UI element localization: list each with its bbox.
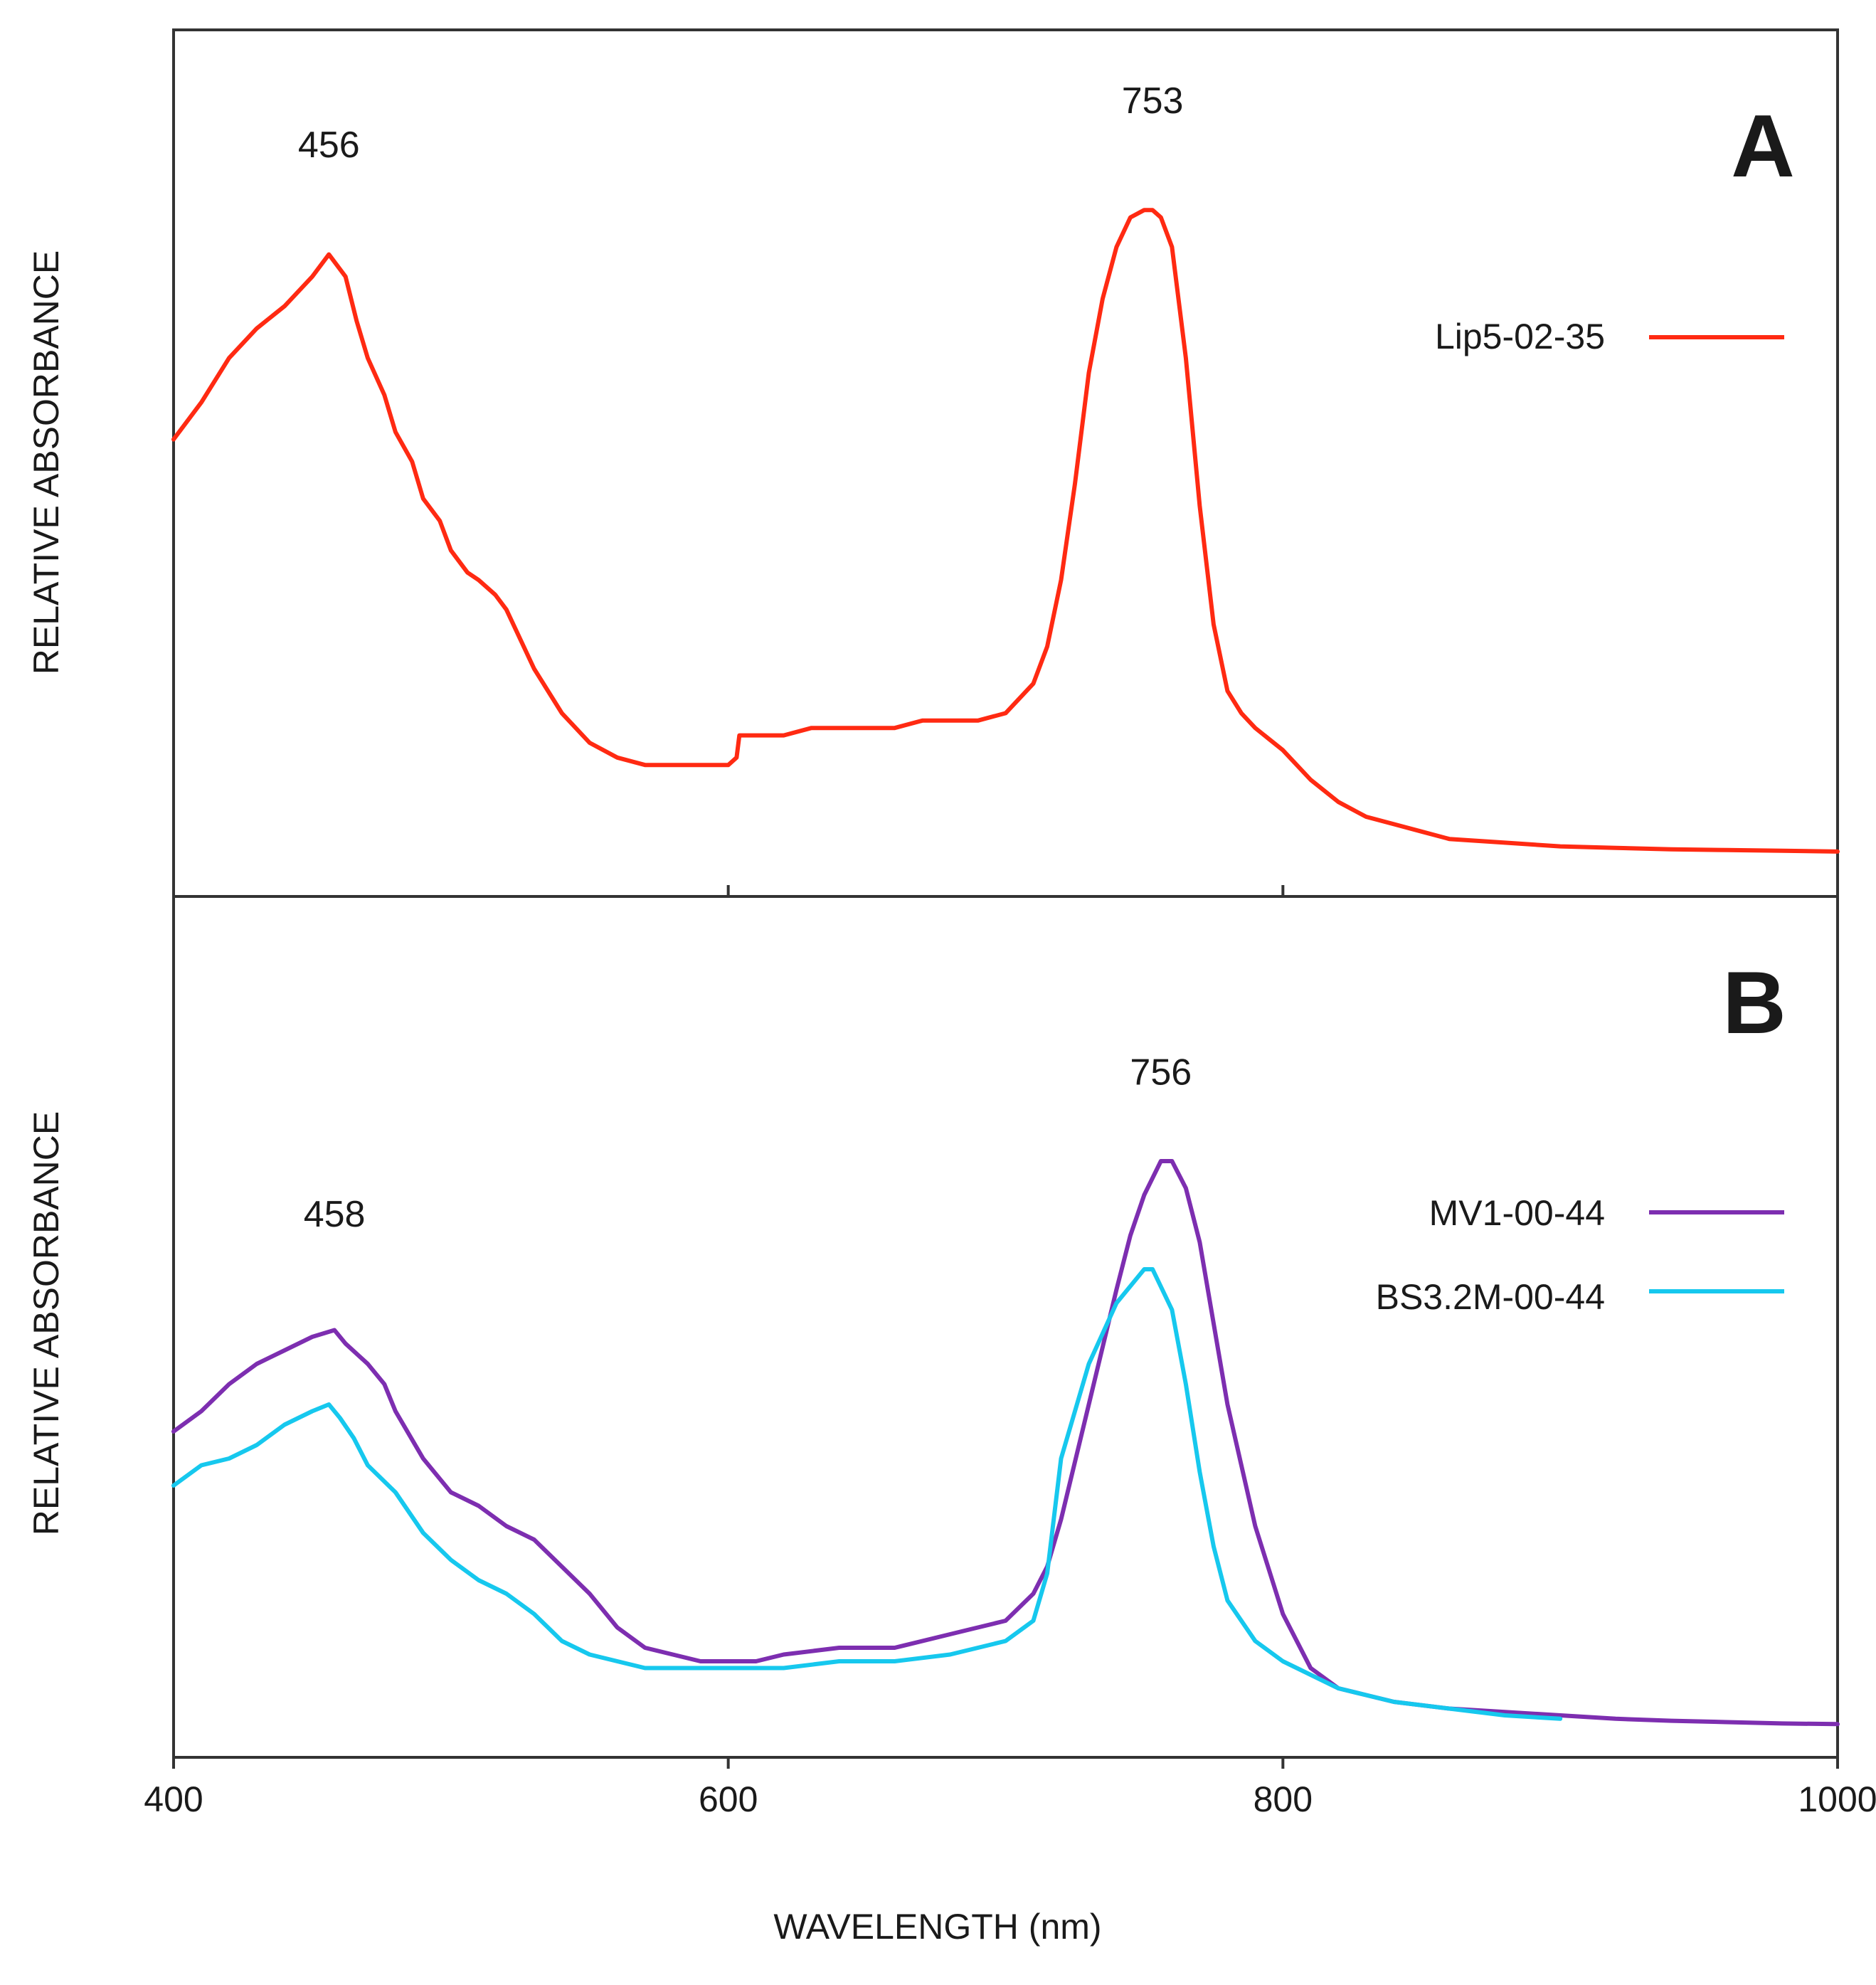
panel-b-peak-labels: 458 756 [304, 1052, 1192, 1236]
peak-label-756: 756 [1130, 1052, 1192, 1094]
x-tick-label-1000: 1000 [1798, 1779, 1876, 1819]
panel-a-plot-frame [172, 28, 1839, 898]
peak-label-456: 456 [298, 125, 360, 166]
panel-a-letter: A [1731, 97, 1795, 196]
series-line-bs3-2m-00-44 [171, 1267, 1563, 1721]
panel-b-x-ticks [172, 1757, 1839, 1769]
x-tick-labels: 400 600 800 1000 [144, 1779, 1876, 1819]
legend-label-mv1-00-44: MV1-00-44 [1429, 1193, 1605, 1233]
legend-label-lip5-02-35: Lip5-02-35 [1435, 317, 1605, 356]
series-line-lip5-02-35 [171, 208, 1840, 854]
x-tick-label-600: 600 [699, 1779, 758, 1819]
panel-a-legend: Lip5-02-35 [1435, 317, 1784, 356]
panel-a-x-ticks [726, 885, 1285, 896]
x-tick-label-800: 800 [1254, 1779, 1313, 1819]
panel-b-series [171, 1159, 1840, 1727]
panel-b-y-axis-title: RELATIVE ABSORBANCE [26, 1111, 66, 1535]
panel-a-series [171, 208, 1840, 854]
panel-a-peak-labels: 456 753 [298, 80, 1184, 166]
legend-label-bs3-2m-00-44: BS3.2M-00-44 [1376, 1277, 1605, 1317]
panel-b-legend: MV1-00-44 BS3.2M-00-44 [1376, 1193, 1784, 1317]
x-tick-label-400: 400 [144, 1779, 203, 1819]
panel-b-plot-frame [172, 895, 1839, 1759]
peak-label-458: 458 [304, 1194, 366, 1235]
peak-label-753: 753 [1122, 80, 1184, 122]
panel-b-letter: B [1722, 954, 1786, 1052]
panel-a-y-axis-title: RELATIVE ABSORBANCE [26, 250, 66, 674]
x-axis-title: WAVELENGTH (nm) [773, 1907, 1101, 1947]
